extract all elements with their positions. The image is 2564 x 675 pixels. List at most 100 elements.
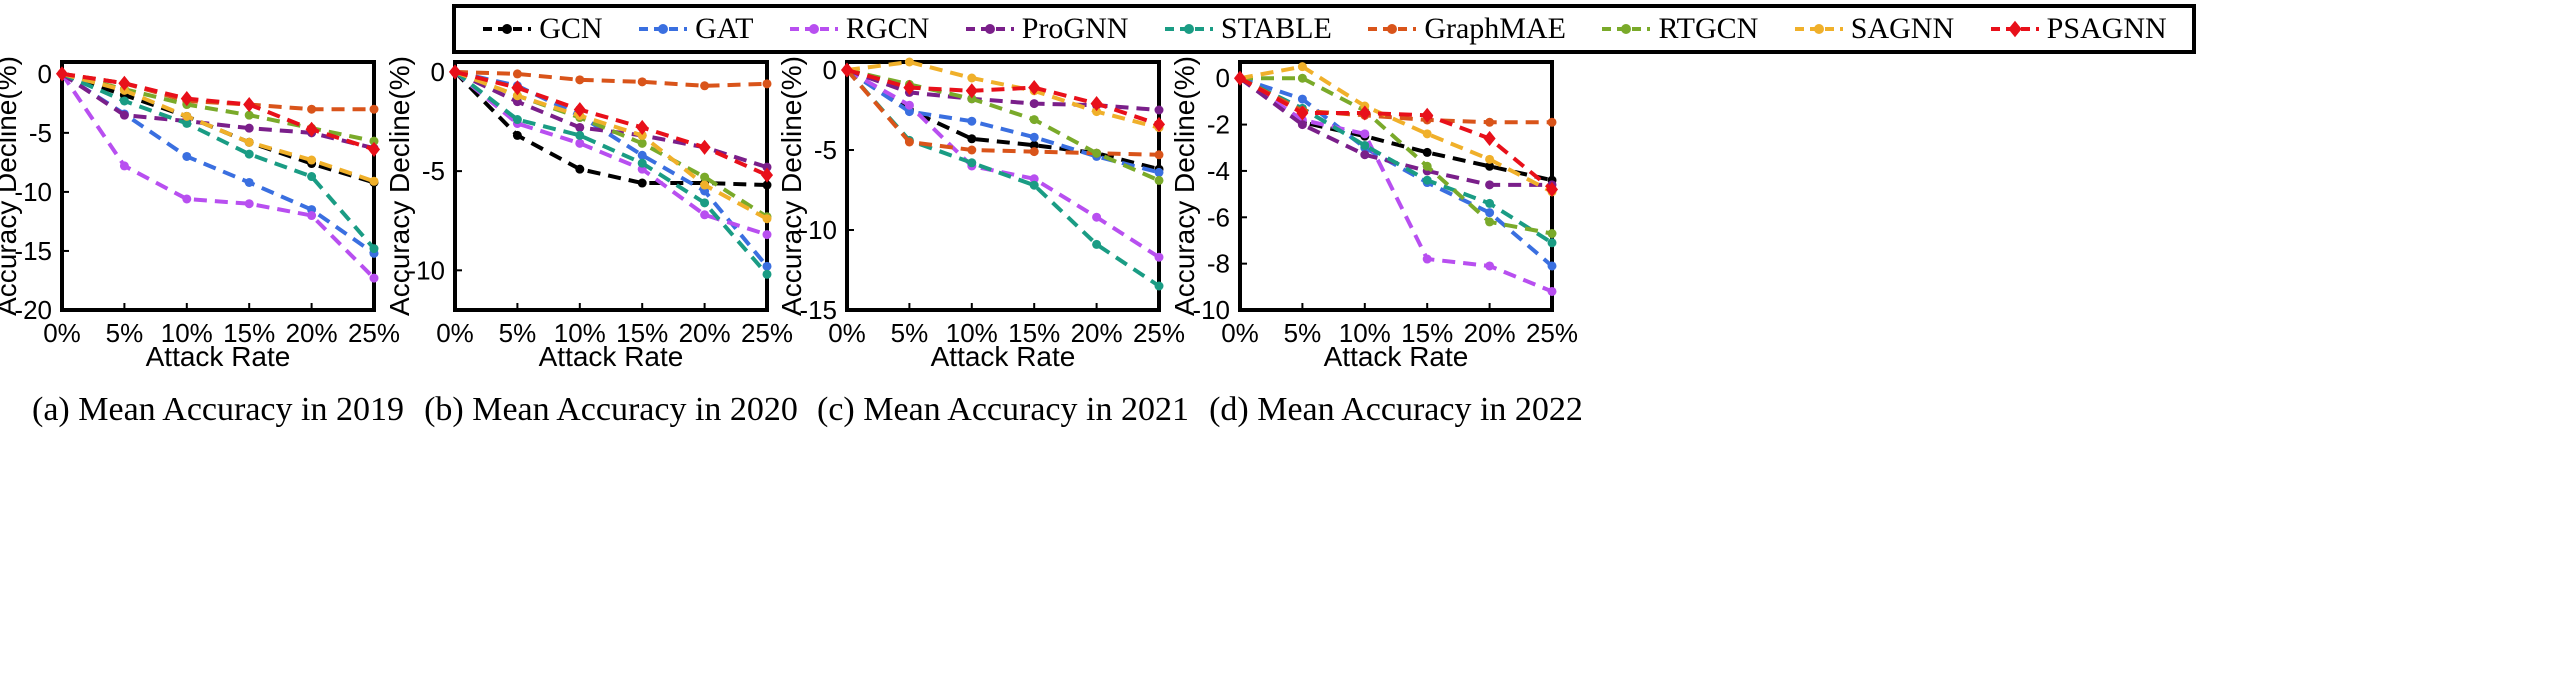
data-point-sagnn: [637, 130, 647, 140]
x-tick-label: 10%: [161, 318, 213, 348]
y-tick-label: -10: [1192, 295, 1230, 325]
data-point-prognn: [575, 122, 585, 132]
data-point-gcn: [1029, 140, 1039, 150]
x-tick-label: 10%: [554, 318, 606, 348]
series-line-rgcn: [60, 72, 376, 280]
data-point-psagnn: [965, 83, 978, 99]
legend-marker: [502, 24, 513, 34]
data-point-graphmae: [575, 75, 585, 85]
y-tick-label: -5: [29, 118, 52, 148]
data-point-sagnn: [307, 155, 317, 165]
data-point-stable: [637, 158, 647, 168]
x-tick-label: 5%: [1284, 318, 1322, 348]
chart-caption: (a) Mean Accuracy in 2019: [32, 391, 404, 428]
data-point-prognn: [244, 123, 254, 133]
data-point-rtgcn: [637, 138, 647, 148]
x-tick-label: 25%: [348, 318, 400, 348]
data-point-stable: [1029, 180, 1039, 190]
data-point-stable: [119, 96, 129, 106]
data-point-psagnn: [243, 96, 256, 113]
x-tick-label: 5%: [106, 318, 144, 348]
legend-item-gat: GAT: [637, 12, 753, 46]
data-point-stable: [1154, 281, 1164, 291]
legend-swatch: [483, 24, 532, 34]
x-axis-label: Attack Rate: [539, 341, 684, 372]
data-point-psagnn: [367, 141, 381, 157]
series-line-graphmae: [454, 69, 768, 88]
series-psagnn: [840, 62, 1166, 132]
data-point-gcn: [1422, 147, 1432, 157]
data-point-gat: [967, 116, 977, 126]
data-point-graphmae: [307, 104, 317, 114]
series-line-prognn: [454, 70, 768, 170]
legend-swatch: [965, 24, 1014, 34]
legend-swatch: [1602, 24, 1651, 34]
data-point-prognn: [119, 110, 129, 120]
legend-swatch: [789, 24, 838, 34]
legend-item-rtgcn: RTGCN: [1600, 12, 1758, 46]
x-axis-label: Attack Rate: [931, 341, 1076, 372]
series-line-rtgcn: [846, 68, 1160, 183]
legend-swatch: [1990, 20, 2039, 38]
data-point-rtgcn: [369, 136, 379, 146]
data-point-stable: [575, 130, 585, 140]
series-psagnn: [55, 66, 381, 157]
legend-marker: [1387, 24, 1398, 34]
legend-swatch: [1794, 24, 1843, 34]
data-point-stable: [512, 115, 522, 125]
data-point-prognn: [1029, 99, 1039, 109]
data-point-rtgcn: [1154, 175, 1164, 185]
data-point-rtgcn: [1485, 217, 1495, 227]
y-axis-label: Accuracy Decline(%): [0, 56, 22, 316]
legend-marker: [984, 24, 995, 34]
x-tick-label: 15%: [1008, 318, 1060, 348]
legend-marker: [1621, 24, 1632, 34]
chart-caption: (d) Mean Accuracy in 2022: [1209, 391, 1583, 428]
data-point-gat: [762, 261, 772, 271]
data-point-sagnn: [182, 111, 192, 121]
chart-caption: (c) Mean Accuracy in 2021: [817, 391, 1189, 428]
data-point-rgcn: [1547, 286, 1557, 296]
data-point-psagnn: [698, 139, 711, 155]
y-tick-label: -10: [14, 177, 52, 207]
x-tick-label: 15%: [616, 318, 668, 348]
data-point-sagnn: [1297, 62, 1307, 72]
data-point-stable: [762, 269, 772, 279]
legend-swatch: [1368, 24, 1417, 34]
y-tick-label: -8: [1207, 249, 1230, 279]
data-point-psagnn: [1090, 96, 1103, 112]
data-point-psagnn: [840, 62, 854, 78]
data-point-psagnn: [573, 102, 586, 118]
x-tick-label: 15%: [223, 318, 275, 348]
data-point-stable: [1547, 238, 1557, 248]
legend-item-stable: STABLE: [1163, 12, 1332, 46]
data-point-psagnn: [1152, 116, 1166, 132]
x-tick-label: 0%: [828, 318, 866, 348]
data-point-prognn: [1485, 180, 1495, 190]
data-point-rtgcn: [967, 94, 977, 104]
data-point-gcn: [1485, 161, 1495, 171]
series-line-gcn: [61, 71, 375, 185]
data-point-graphmae: [369, 104, 379, 114]
data-point-graphmae: [1154, 150, 1164, 160]
series-line-prognn: [60, 72, 375, 151]
series-line-psagnn: [61, 71, 375, 152]
data-point-rgcn: [1154, 252, 1164, 262]
x-tick-label: 20%: [286, 318, 338, 348]
series-line-stable: [1239, 76, 1554, 245]
data-point-graphmae: [637, 77, 647, 87]
data-point-rgcn: [244, 199, 254, 209]
data-point-rtgcn: [1092, 148, 1102, 158]
legend-label: SAGNN: [1850, 12, 1955, 45]
x-tick-label: 25%: [1133, 318, 1185, 348]
legend-item-rgcn: RGCN: [788, 12, 929, 46]
data-point-psagnn: [180, 91, 193, 107]
chart-panel-4: 0% 5% 10% 15% 20% 25% 0 -2 -4 -6 -8 -10 Attack Rate A…: [1169, 56, 1583, 428]
x-tick-label: 15%: [1401, 318, 1453, 348]
plot-area: [453, 60, 769, 312]
legend-item-prognn: ProGNN: [964, 12, 1128, 46]
data-point-sagnn: [762, 214, 772, 224]
y-tick-label: -4: [1207, 156, 1230, 186]
y-tick-label: 0: [1216, 63, 1230, 93]
legend-swatch: [1164, 24, 1213, 34]
